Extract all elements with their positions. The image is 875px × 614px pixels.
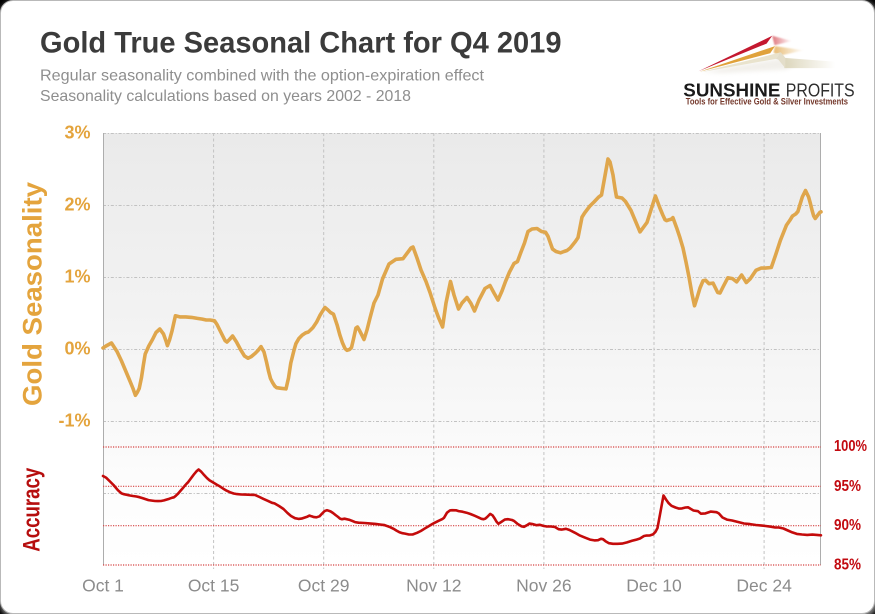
svg-text:Accuracy: Accuracy: [19, 467, 46, 552]
svg-text:Gold Seasonality: Gold Seasonality: [18, 182, 48, 406]
svg-text:Nov 26: Nov 26: [516, 576, 571, 596]
svg-text:Oct 1: Oct 1: [82, 576, 124, 596]
svg-text:95%: 95%: [834, 478, 861, 495]
svg-text:1%: 1%: [64, 267, 90, 287]
svg-text:Oct 29: Oct 29: [298, 576, 350, 596]
svg-text:SUNSHINE: SUNSHINE: [683, 79, 780, 100]
svg-text:2%: 2%: [64, 195, 90, 215]
svg-text:-1%: -1%: [58, 411, 90, 431]
svg-text:PROFITS: PROFITS: [786, 79, 855, 100]
svg-text:3%: 3%: [64, 123, 90, 143]
svg-text:85%: 85%: [834, 557, 861, 574]
svg-text:Seasonality calculations based: Seasonality calculations based on years …: [40, 88, 411, 105]
svg-text:Oct 15: Oct 15: [188, 576, 240, 596]
svg-text:Gold True Seasonal Chart for Q: Gold True Seasonal Chart for Q4 2019: [40, 27, 562, 60]
svg-text:100%: 100%: [834, 438, 867, 455]
svg-text:Dec 10: Dec 10: [626, 576, 682, 596]
svg-text:Regular seasonality combined w: Regular seasonality combined with the op…: [40, 68, 485, 85]
svg-text:Nov 12: Nov 12: [406, 576, 461, 596]
svg-text:Dec 24: Dec 24: [736, 576, 792, 596]
svg-text:0%: 0%: [64, 339, 90, 359]
svg-text:90%: 90%: [834, 517, 861, 534]
svg-text:Tools for Effective Gold & Sil: Tools for Effective Gold & Silver Invest…: [686, 97, 848, 107]
